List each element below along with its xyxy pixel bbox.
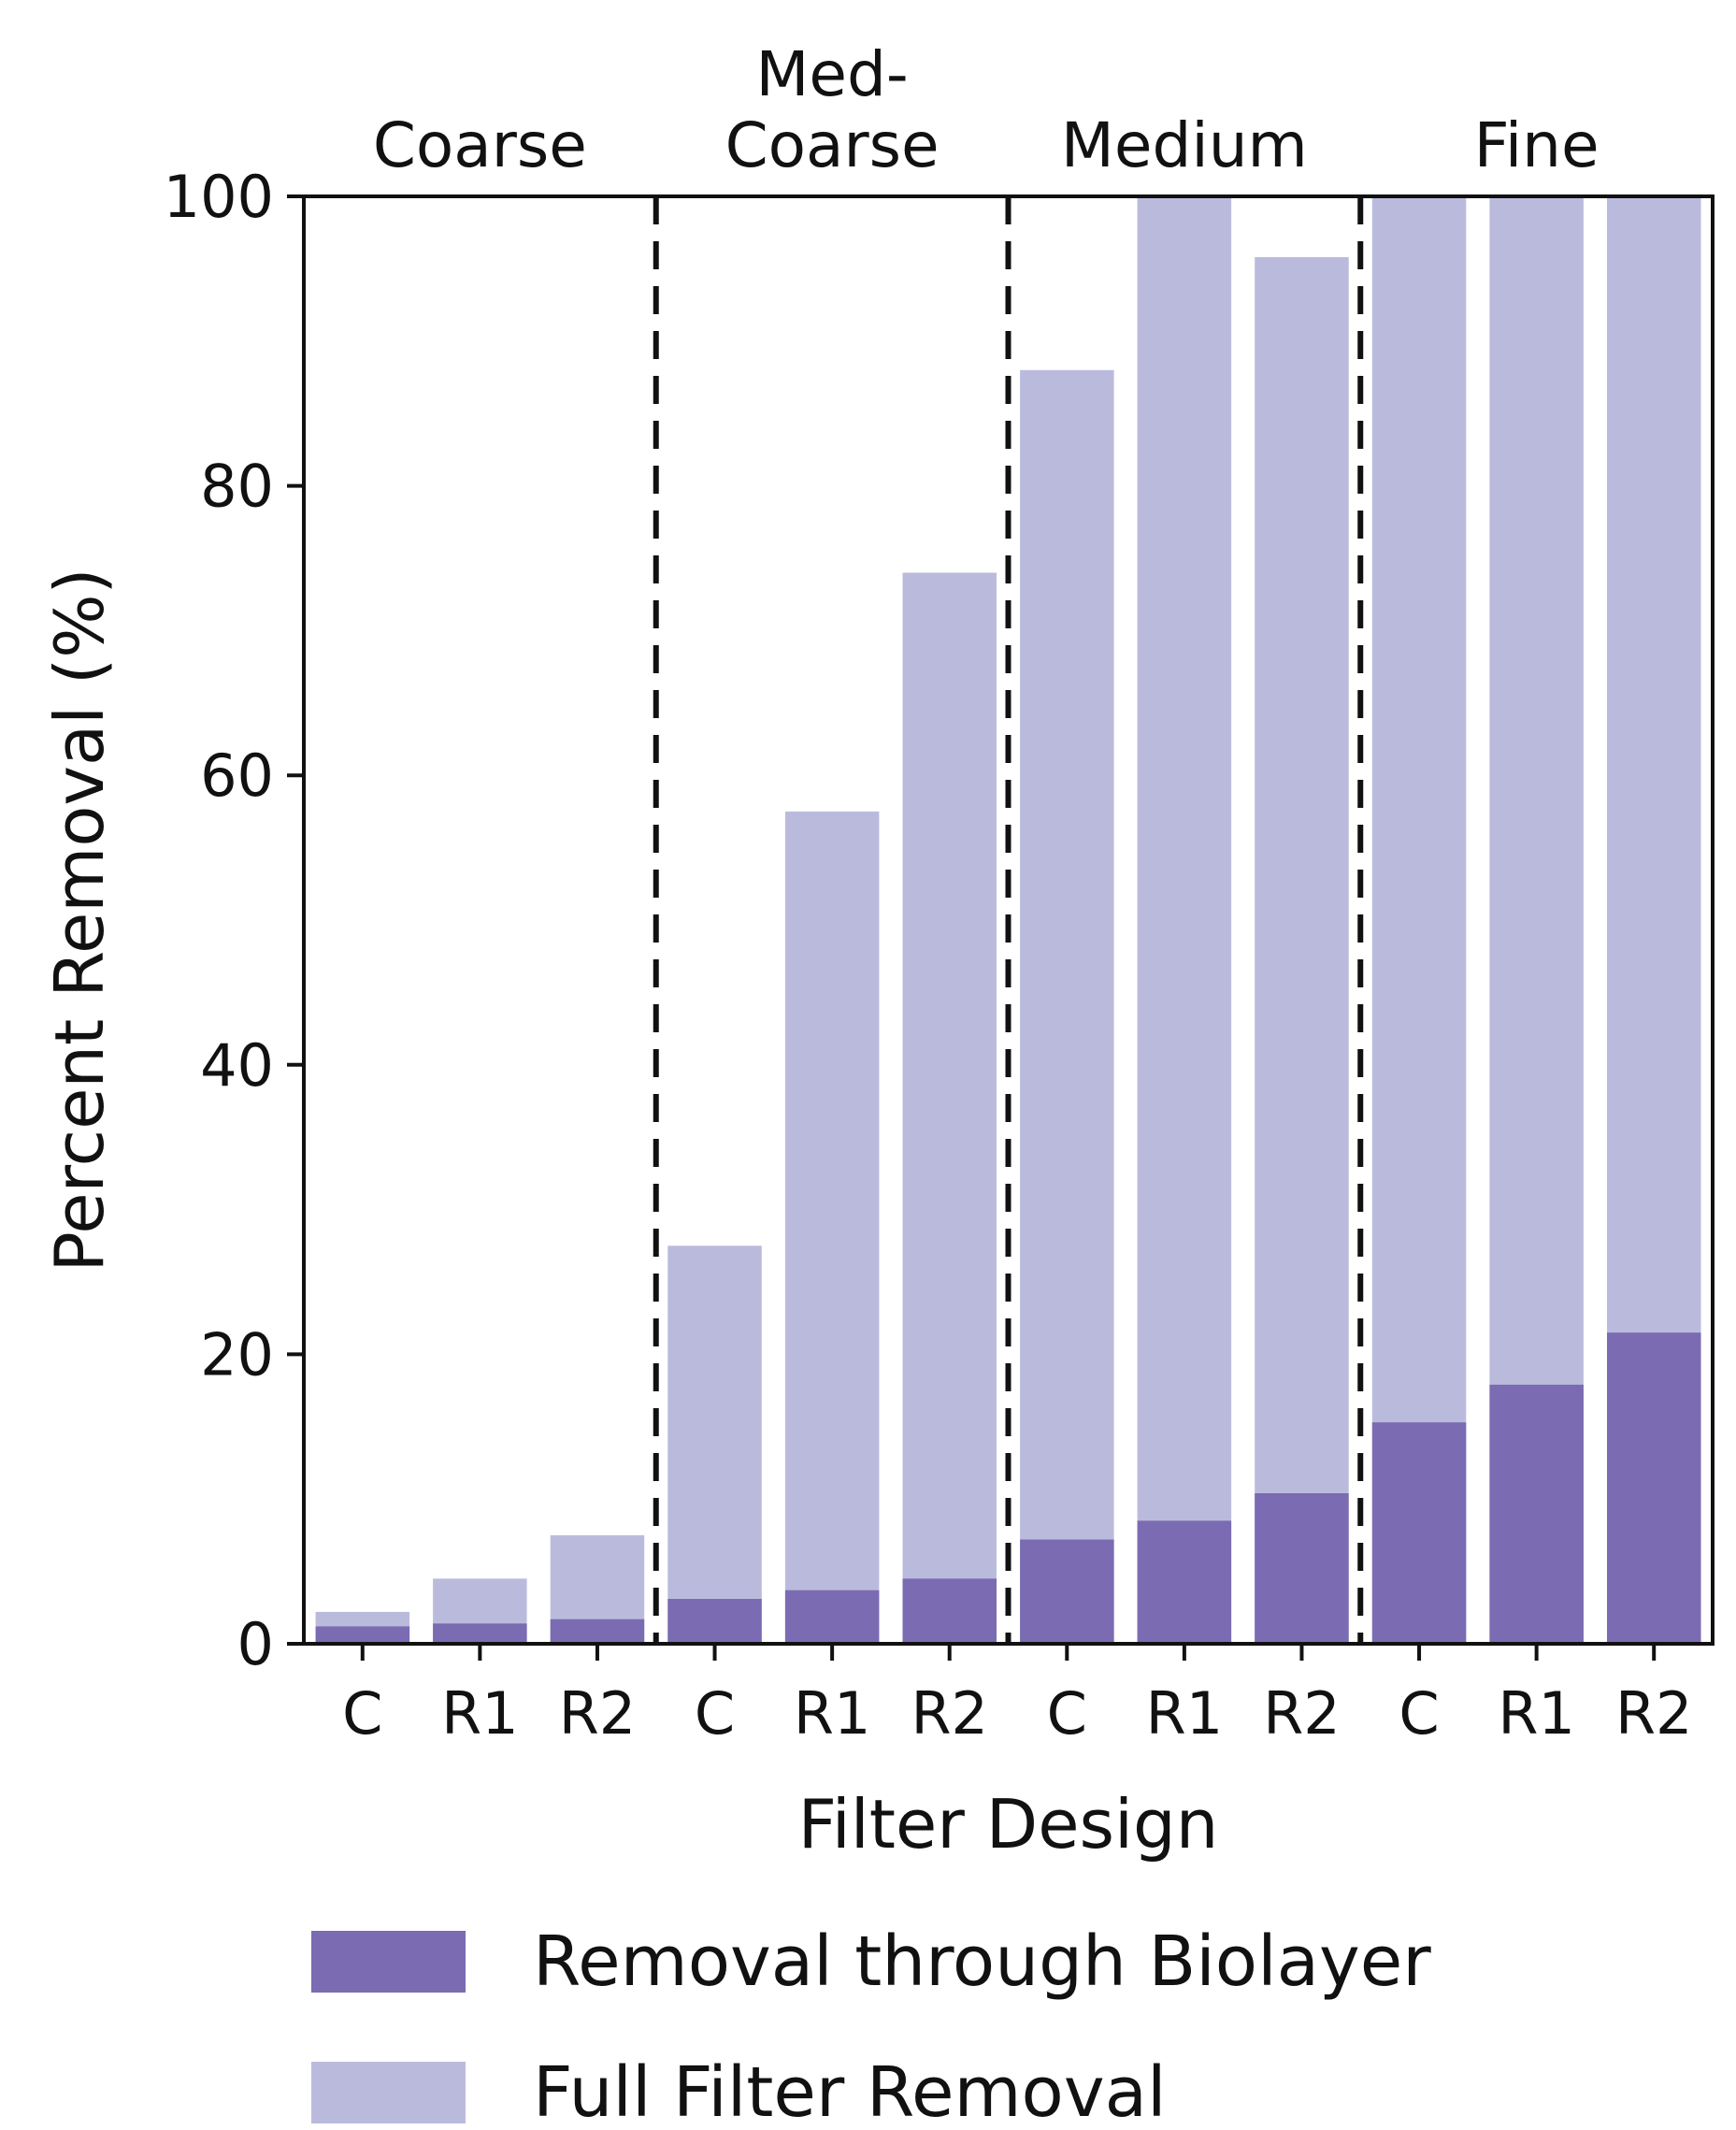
plot-frame [302,194,1714,1646]
legend-swatch-full-filter-removal [311,2062,466,2123]
bar-full-filter-removal-5 [902,572,997,1644]
bar-removal-through-biolayer-1 [433,1623,527,1644]
x-tick-label-7: R1 [1146,1679,1224,1748]
bar-removal-through-biolayer-10 [1489,1384,1584,1644]
x-axis-title: Filter Design [798,1785,1219,1864]
y-tick-label-0: 0 [237,1610,274,1678]
bar-removal-through-biolayer-9 [1371,1422,1467,1644]
legend-label-removal-through-biolayer: Removal through Biolayer [533,1921,1431,2002]
x-tick-label-1: R1 [441,1679,519,1748]
group-label-0: Coarse [373,109,587,181]
group-label-1-line-1: Coarse [725,109,940,181]
bar-full-filter-removal-4 [784,811,880,1644]
legend-label-full-filter-removal: Full Filter Removal [533,2052,1167,2130]
y-tick-label-20: 20 [200,1320,274,1389]
bar-full-filter-removal-7 [1137,196,1232,1644]
group-label-2: Medium [1061,109,1308,181]
y-tick-label-40: 40 [200,1031,274,1100]
bar-removal-through-biolayer-2 [550,1619,645,1644]
y-tick-label-60: 60 [200,741,274,810]
x-tick-label-5: R2 [911,1679,988,1748]
group-separators [653,196,1364,1644]
bar-full-filter-removal-6 [1020,369,1114,1644]
bar-removal-through-biolayer-8 [1255,1493,1349,1644]
bar-removal-through-biolayer-3 [667,1599,762,1644]
y-axis: 0 20 40 60 80 100 [164,163,304,1678]
x-tick-label-3: C [695,1679,735,1748]
bar-removal-through-biolayer-6 [1020,1539,1114,1644]
bar-removal-through-biolayer-5 [902,1578,997,1644]
legend-swatch-removal-through-biolayer [311,1931,466,1993]
bar-full-filter-removal-8 [1255,257,1349,1644]
y-tick-label-100: 100 [164,163,274,231]
y-tick-label-80: 80 [200,453,274,521]
x-tick-label-2: R2 [559,1679,637,1748]
x-tick-label-9: C [1399,1679,1439,1748]
bar-removal-through-biolayer-11 [1607,1332,1701,1644]
x-tick-label-6: C [1047,1679,1087,1748]
y-axis-title: Percent Removal (%) [40,568,119,1272]
bar-full-filter-removal-3 [667,1245,762,1644]
bar-removal-through-biolayer-7 [1137,1520,1232,1644]
x-tick-label-8: R2 [1263,1679,1341,1748]
x-axis: C R1 R2 C R1 R2 C R1 R2 C R1 R2 [342,1644,1692,1748]
bar-full-filter-removal-9 [1371,196,1467,1644]
group-label-1-line-0: Med- [755,38,908,110]
bar-removal-through-biolayer-0 [315,1626,410,1644]
bars-layer [315,196,1701,1644]
bar-removal-through-biolayer-4 [784,1590,880,1644]
x-tick-label-4: R1 [794,1679,871,1748]
group-label-3: Fine [1474,109,1600,181]
x-tick-label-10: R1 [1498,1679,1575,1748]
x-tick-label-0: C [342,1679,382,1748]
legend: Removal through Biolayer Full Filter Remo… [311,1921,1431,2130]
x-tick-label-11: R2 [1615,1679,1693,1748]
